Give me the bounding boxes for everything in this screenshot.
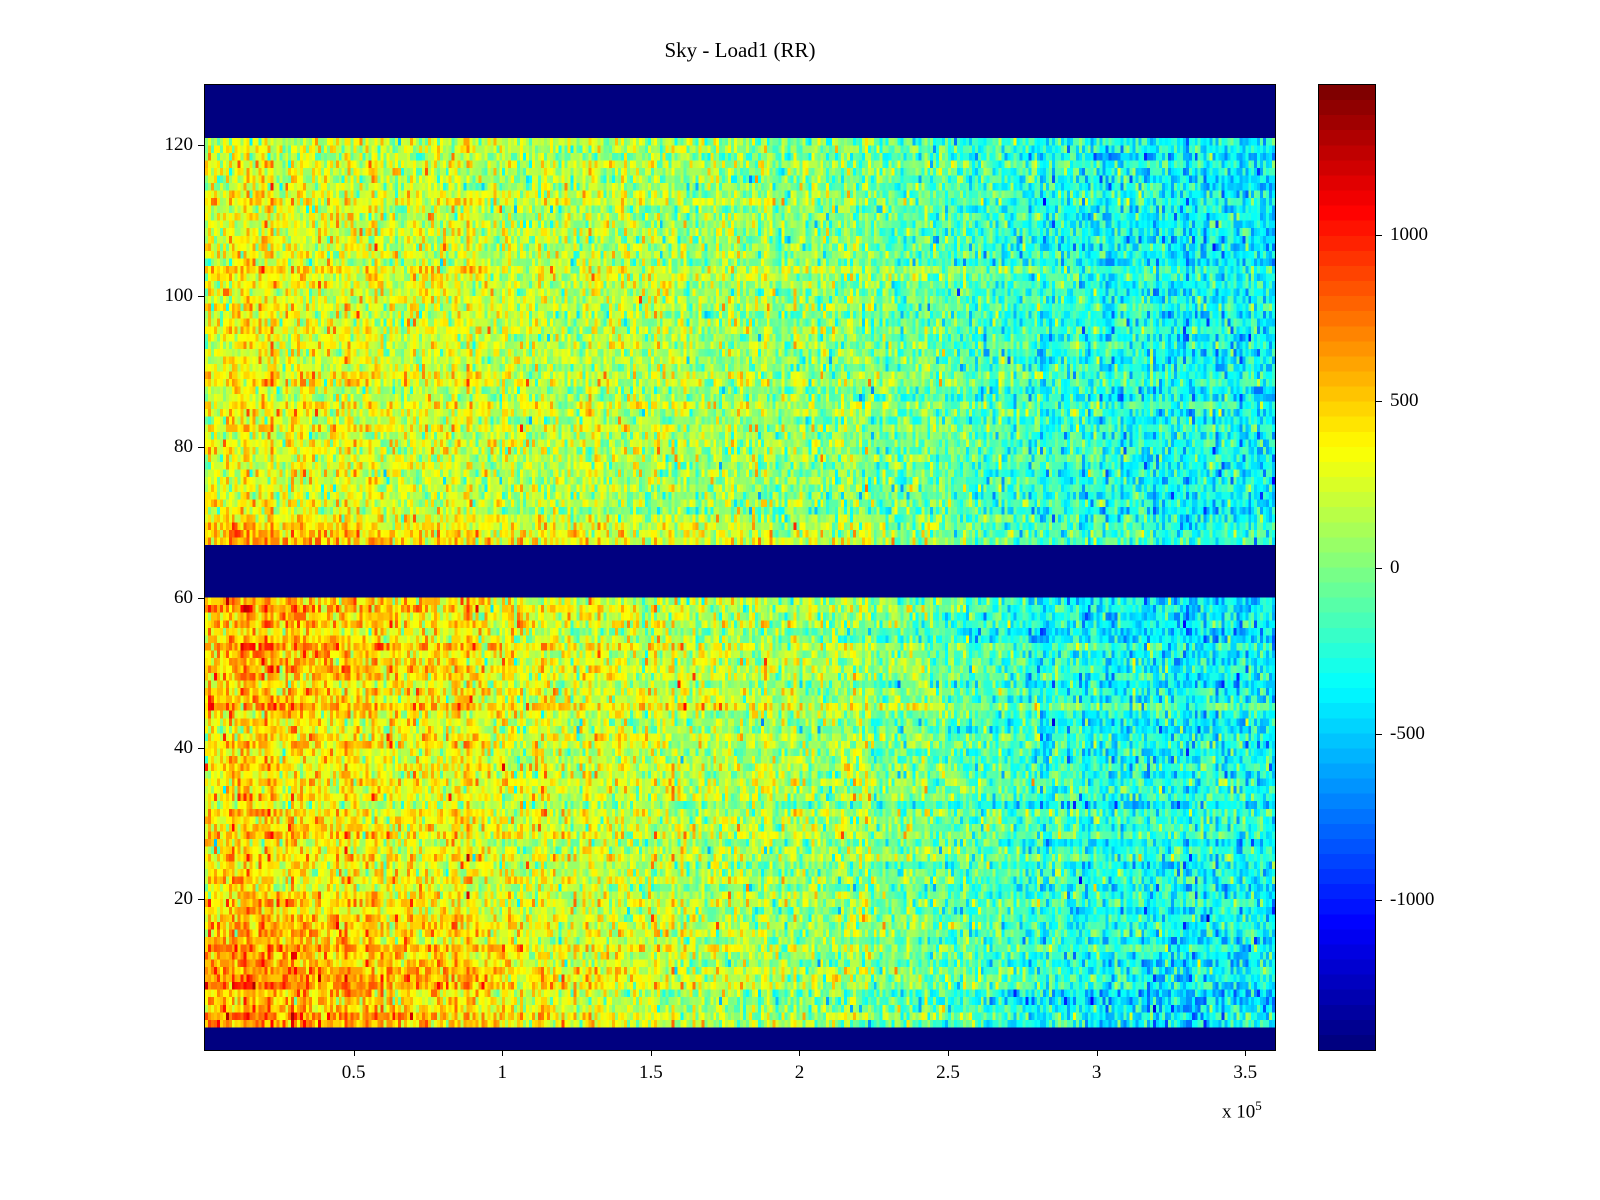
colorbar-tick-mark bbox=[1376, 567, 1382, 569]
x-tick-label: 2.5 bbox=[936, 1062, 960, 1083]
x-axis-exponent-label: x 105 bbox=[1222, 1098, 1262, 1123]
heatmap-plot-area bbox=[204, 84, 1276, 1051]
colorbar-tick-mark bbox=[1376, 900, 1382, 902]
y-tick-label: 60 bbox=[174, 586, 193, 608]
x-tick-mark bbox=[799, 1050, 801, 1056]
x-axis-exponent-power: 5 bbox=[1255, 1098, 1262, 1113]
colorbar-tick-label: -1000 bbox=[1390, 889, 1435, 911]
y-tick-mark bbox=[198, 899, 204, 901]
x-tick-mark bbox=[353, 1050, 355, 1056]
colorbar-tick-label: -500 bbox=[1390, 722, 1425, 744]
colorbar-tick-label: 0 bbox=[1390, 556, 1400, 578]
x-axis-exponent-base: x 10 bbox=[1222, 1101, 1256, 1123]
colorbar-tick-mark bbox=[1376, 401, 1382, 403]
colorbar-tick-mark bbox=[1376, 733, 1382, 735]
chart-title: Sky - Load1 (RR) bbox=[664, 38, 816, 62]
x-tick-label: 3.5 bbox=[1233, 1062, 1258, 1083]
colorbar-tick-mark bbox=[1376, 234, 1382, 236]
y-tick-label: 100 bbox=[164, 285, 194, 307]
colorbar-canvas bbox=[1319, 85, 1375, 1050]
x-tick-label: 1.5 bbox=[638, 1062, 663, 1083]
y-tick-label: 40 bbox=[174, 737, 193, 759]
x-tick-mark bbox=[650, 1050, 652, 1056]
x-tick-mark bbox=[502, 1050, 504, 1056]
y-tick-label: 20 bbox=[174, 888, 193, 910]
y-tick-mark bbox=[198, 597, 204, 599]
colorbar-tick-label: 500 bbox=[1390, 390, 1419, 412]
y-tick-mark bbox=[198, 748, 204, 750]
x-tick-mark bbox=[1096, 1050, 1098, 1056]
y-tick-mark bbox=[198, 145, 204, 147]
x-tick-label: 0.5 bbox=[341, 1062, 366, 1083]
x-tick-label: 3 bbox=[1091, 1062, 1102, 1083]
x-tick-mark bbox=[1245, 1050, 1247, 1056]
x-tick-mark bbox=[948, 1050, 950, 1056]
y-tick-label: 80 bbox=[174, 435, 193, 457]
x-tick-label: 1 bbox=[497, 1062, 507, 1083]
x-tick-label: 2 bbox=[794, 1062, 805, 1083]
y-tick-mark bbox=[198, 446, 204, 448]
colorbar bbox=[1318, 84, 1376, 1051]
colorbar-tick-label: 1000 bbox=[1390, 223, 1428, 245]
y-tick-mark bbox=[198, 296, 204, 298]
y-tick-label: 120 bbox=[164, 134, 194, 156]
heatmap-canvas bbox=[205, 85, 1275, 1050]
